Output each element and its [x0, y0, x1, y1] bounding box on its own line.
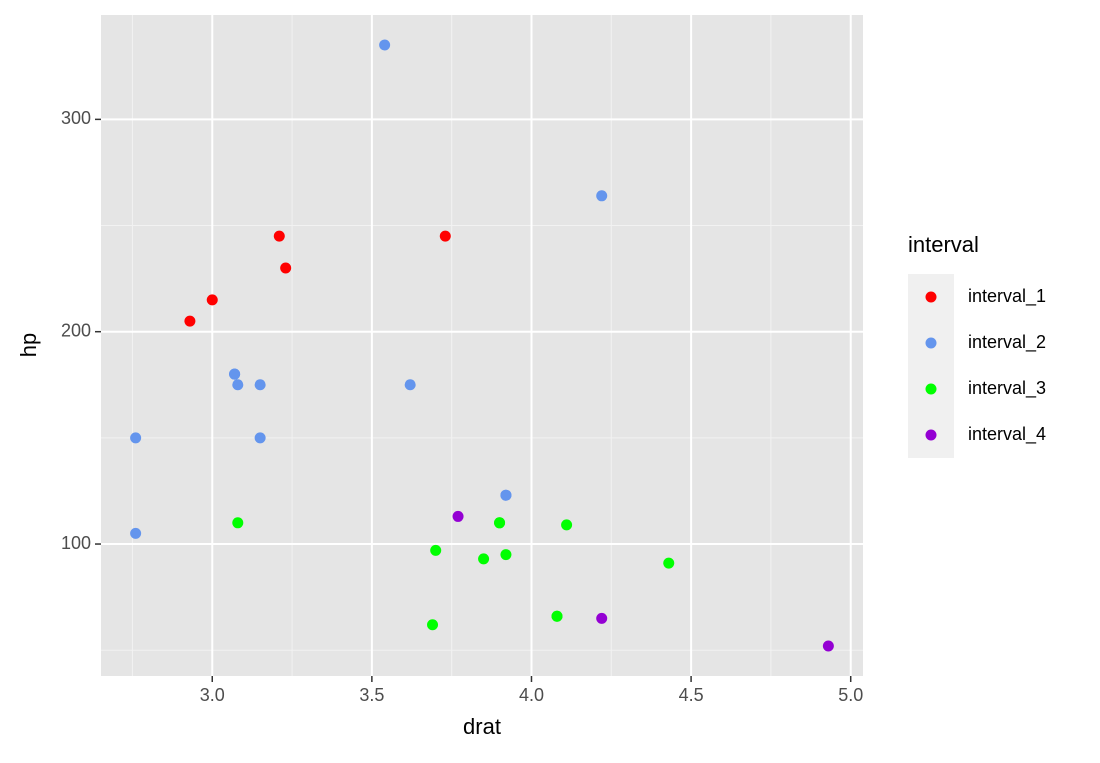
x-tick-label: 4.0	[519, 685, 544, 705]
legend-label: interval_3	[968, 378, 1046, 399]
legend-label: interval_4	[968, 424, 1046, 445]
point	[494, 517, 506, 529]
point	[280, 262, 292, 274]
point	[452, 510, 464, 522]
point	[430, 544, 442, 556]
point	[478, 553, 490, 565]
point	[379, 39, 391, 51]
legend-title: interval	[908, 232, 979, 257]
point	[184, 315, 196, 327]
y-tick-label: 200	[61, 320, 91, 340]
legend-label: interval_1	[968, 286, 1046, 307]
point	[822, 640, 834, 652]
legend-key	[925, 429, 937, 441]
x-axis-title: drat	[463, 714, 501, 739]
legend-key	[925, 337, 937, 349]
y-tick-label: 100	[61, 533, 91, 553]
point	[130, 527, 142, 539]
point	[596, 612, 608, 624]
legend-key-bg	[908, 274, 954, 458]
point	[596, 190, 608, 202]
legend-key	[925, 291, 937, 303]
y-tick-label: 300	[61, 108, 91, 128]
x-tick-label: 3.5	[359, 685, 384, 705]
grid	[101, 15, 863, 676]
points	[130, 39, 834, 652]
point	[206, 294, 218, 306]
point	[232, 379, 244, 391]
point	[404, 379, 416, 391]
point	[229, 368, 241, 380]
point	[663, 557, 675, 569]
point	[273, 230, 285, 242]
point	[500, 489, 512, 501]
point	[561, 519, 573, 531]
legend-label: interval_2	[968, 332, 1046, 353]
point	[254, 379, 266, 391]
point	[232, 517, 244, 529]
point	[500, 549, 512, 561]
point	[254, 432, 266, 444]
x-tick-label: 3.0	[200, 685, 225, 705]
x-tick-label: 5.0	[838, 685, 863, 705]
point	[551, 610, 563, 622]
point	[427, 619, 439, 631]
point	[130, 432, 142, 444]
legend-key	[925, 383, 937, 395]
point	[439, 230, 451, 242]
panel	[101, 15, 863, 676]
y-axis-title: hp	[16, 333, 41, 357]
x-tick-label: 4.5	[679, 685, 704, 705]
